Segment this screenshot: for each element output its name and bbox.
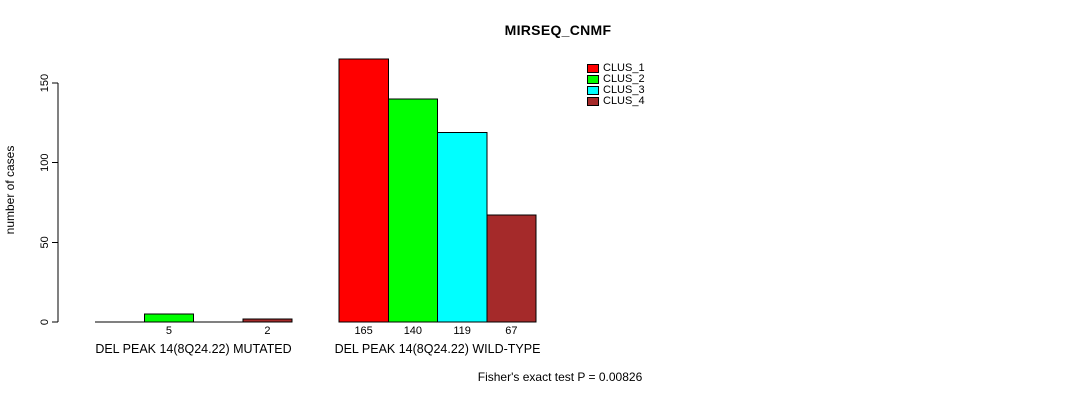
legend-swatch-clus-2 (587, 75, 599, 84)
legend-item: CLUS_2 (587, 74, 645, 85)
bar-clus_2 (143, 313, 194, 323)
legend: CLUS_1 CLUS_2 CLUS_3 CLUS_4 (587, 63, 645, 107)
bar-value-label: 140 (404, 325, 422, 337)
legend-item: CLUS_3 (587, 85, 645, 96)
legend-swatch-clus-3 (587, 86, 599, 95)
group-label: DEL PEAK 14(8Q24.22) WILD-TYPE (335, 342, 541, 356)
legend-label: CLUS_2 (603, 73, 645, 85)
bar-clus_4 (486, 214, 537, 323)
legend-label: CLUS_4 (603, 95, 645, 107)
bar-value-label: 119 (453, 325, 471, 337)
y-tick-label: 50 (39, 236, 51, 248)
y-tick-label: 0 (39, 319, 51, 325)
y-tick-label: 150 (39, 74, 51, 92)
group-label: DEL PEAK 14(8Q24.22) MUTATED (95, 342, 291, 356)
legend-swatch-clus-1 (587, 64, 599, 73)
bar-clus_4 (242, 318, 293, 323)
bar-clus_1 (338, 58, 389, 323)
bar-value-label: 5 (166, 325, 172, 337)
chart-title: MIRSEQ_CNMF (504, 22, 612, 38)
fisher-test-note: Fisher's exact test P = 0.00826 (477, 370, 643, 384)
legend-item: CLUS_4 (587, 96, 645, 107)
bar-value-label: 67 (505, 325, 517, 337)
legend-item: CLUS_1 (587, 63, 645, 74)
legend-label: CLUS_3 (603, 84, 645, 96)
bar-clus_2 (387, 98, 438, 323)
legend-swatch-clus-4 (587, 97, 599, 106)
bar-clus_3 (437, 131, 488, 323)
legend-label: CLUS_1 (603, 62, 645, 74)
y-tick-label: 100 (39, 153, 51, 171)
bar-value-label: 2 (264, 325, 270, 337)
bar-value-label: 165 (354, 325, 372, 337)
